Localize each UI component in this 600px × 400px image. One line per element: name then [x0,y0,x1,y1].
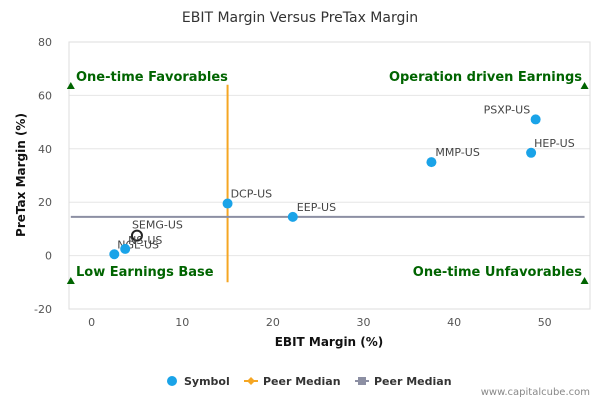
quadrant-label-top-left: One-time Favorables [76,70,228,85]
y-axis-ticks: -20 0 20 40 60 80 [34,36,52,316]
y-tick-label: 40 [38,143,52,156]
y-tick-label: 80 [38,36,52,49]
quadrant-marker-top-right [580,82,589,90]
y-axis-title: PreTax Margin (%) [14,113,28,237]
credit-text: www.capitalcube.com [481,387,590,398]
x-tick-label: 30 [356,316,370,329]
data-point-label: DCP-US [231,188,273,201]
legend-symbol [358,377,366,385]
quadrant-labels: One-time Favorables Operation driven Ear… [76,70,582,280]
legend-label: Peer Median [263,375,341,388]
data-point-label: NS-US [128,234,162,247]
x-tick-label: 10 [175,316,189,329]
x-axis-ticks: 0 10 20 30 40 50 [88,316,552,329]
legend-label: Symbol [184,375,230,388]
quadrant-label-bottom-left: Low Earnings Base [76,265,214,280]
data-point-label: SEMG-US [132,219,183,232]
x-axis-title: EBIT Margin (%) [275,335,384,349]
data-point-label: HEP-US [534,137,575,150]
x-tick-label: 40 [447,316,461,329]
data-point-label: PSXP-US [484,103,531,116]
legend-symbol [247,377,255,385]
data-point [109,249,120,260]
quadrant-label-bottom-right: One-time Unfavorables [413,265,582,280]
chart-title: EBIT Margin Versus PreTax Margin [182,10,418,26]
data-points: PSXP-USHEP-USMMP-USDCP-USEEP-USSEMG-USNG… [109,103,575,260]
data-point-label: MMP-US [435,146,479,159]
data-point [287,211,298,222]
quadrant-label-top-right: Operation driven Earnings [389,70,582,85]
legend: Symbol Peer Median Peer Median [167,375,452,388]
quadrant-marker-bottom-left [66,276,75,284]
legend-item: Peer Median [355,375,452,388]
legend-item: Symbol [167,375,230,388]
x-tick-label: 0 [88,316,95,329]
data-point [530,114,541,125]
data-point [426,157,437,168]
data-point-label: EEP-US [297,201,336,214]
y-tick-label: -20 [34,303,52,316]
y-tick-label: 60 [38,89,52,102]
legend-item: Peer Median [244,375,341,388]
quadrant-marker-bottom-right [580,276,589,284]
plot-frame [68,41,591,310]
y-tick-label: 0 [45,250,52,263]
x-tick-label: 20 [266,316,280,329]
data-point [526,147,537,158]
y-tick-label: 20 [38,196,52,209]
legend-symbol [167,376,177,386]
data-point [130,229,143,242]
data-point [222,198,233,209]
quadrant-marker-top-left [66,82,75,90]
legend-label: Peer Median [374,375,452,388]
quadrant-markers [66,82,589,284]
data-point [120,243,131,254]
x-tick-label: 50 [538,316,552,329]
